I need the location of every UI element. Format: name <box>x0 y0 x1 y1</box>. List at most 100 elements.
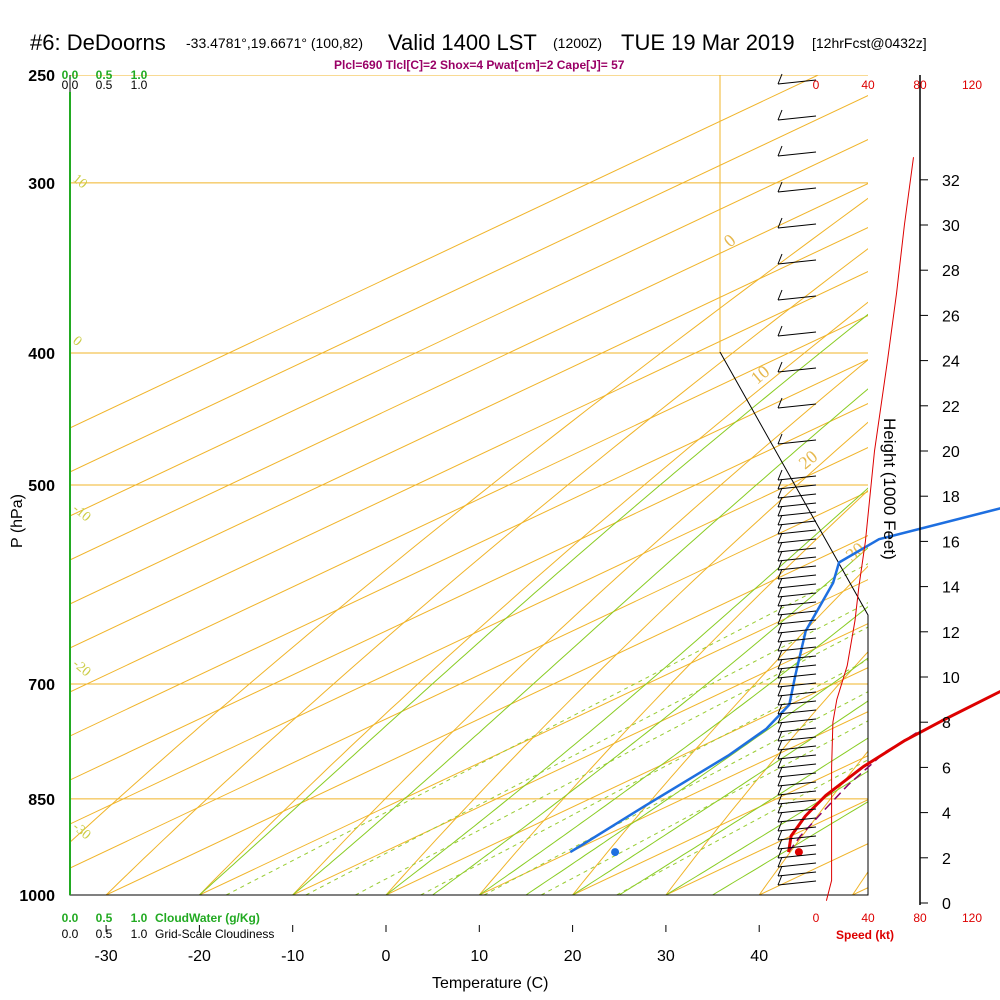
cloud-tick-label: 0.5 <box>96 927 113 941</box>
temp-tick-label: -30 <box>95 948 118 965</box>
wind-barb <box>777 763 817 769</box>
dry-adiabat <box>70 197 868 843</box>
wind-barb-flag <box>777 604 783 616</box>
speed-tick-bottom: 120 <box>962 911 982 925</box>
wind-barb-flag <box>777 397 783 409</box>
wind-barb-flag <box>777 361 783 373</box>
isotherm <box>70 403 868 781</box>
temp-tick-label: 10 <box>470 948 488 965</box>
pressure-tick-label: 1000 <box>19 888 55 905</box>
wind-barb <box>777 628 817 634</box>
wind-barb <box>777 187 817 193</box>
wind-barb <box>777 367 817 373</box>
wind-barb <box>777 808 817 814</box>
temp-tick-label: 40 <box>750 948 768 965</box>
wind-barb <box>777 439 817 445</box>
height-tick-label: 20 <box>942 444 960 461</box>
mixing-ratio-line <box>616 759 868 895</box>
wind-barb-flag <box>777 523 783 535</box>
height-tick-label: 28 <box>942 263 960 280</box>
moist-adiabat <box>385 487 868 895</box>
height-tick-label: 6 <box>942 760 951 777</box>
height-tick-label: 18 <box>942 489 960 506</box>
wind-barb <box>777 709 817 715</box>
dry-adiabat-label: -20 <box>69 657 93 680</box>
wind-barb-flag <box>777 505 783 517</box>
wind-barb-flag <box>777 667 783 679</box>
wind-barb <box>777 871 817 877</box>
isotherm <box>70 94 868 473</box>
isotherm <box>292 623 868 895</box>
wind-barb-flag <box>777 829 783 841</box>
wind-barb-flag <box>777 766 783 778</box>
cloud-tick-label: 0.0 <box>62 911 79 925</box>
mixing-ratio-line <box>225 563 868 895</box>
mixing-ratio-line <box>355 626 868 895</box>
wind-barb-flag <box>777 820 783 832</box>
cloud-tick-label: 1.0 <box>131 927 148 941</box>
speed-tick-top: 120 <box>962 78 982 92</box>
wind-barb <box>777 259 817 265</box>
wind-barb-flag <box>777 856 783 868</box>
wind-barb-flag <box>777 496 783 508</box>
wind-barb-flag <box>777 73 783 85</box>
wind-barb-flag <box>777 325 783 337</box>
wind-barb <box>777 664 817 670</box>
wind-barb <box>777 736 817 742</box>
speed-tick-top: 40 <box>861 78 875 92</box>
grid-lines <box>70 75 1000 895</box>
cloud-tick-label: 1.0 <box>131 68 148 82</box>
isotherm <box>70 491 868 869</box>
wind-barb-flag <box>777 793 783 805</box>
temp-tick-label: 0 <box>382 948 391 965</box>
wind-barb <box>777 529 817 535</box>
dry-adiabat <box>665 651 868 895</box>
wind-barb-flag <box>777 721 783 733</box>
wind-barb <box>777 619 817 625</box>
wind-barb <box>777 772 817 778</box>
wind-barb-flag <box>777 478 783 490</box>
wind-barb-flag <box>777 253 783 265</box>
wind-barb <box>777 331 817 337</box>
isotherm <box>852 887 868 895</box>
cloud-axis-ticks: 0.0 0.5 1.0 0.0 0.5 1.0 0.0 0.5 1.0 0.0 0.5 1.0 <box>62 68 148 941</box>
speed-axis-label: Speed (kt) <box>836 928 894 942</box>
speed-tick-bottom: 0 <box>813 911 820 925</box>
wind-barb-flag <box>777 577 783 589</box>
profiles <box>569 157 1000 901</box>
dry-adiabat <box>199 301 868 895</box>
cloud-tick-label: 0.0 <box>62 78 79 92</box>
mixing-ratio-label: 2 <box>301 899 317 914</box>
wind-barb-flag <box>777 289 783 301</box>
station-title: #6: DeDoorns <box>30 30 166 55</box>
wind-barb <box>777 79 817 85</box>
wind-barb-flag <box>777 847 783 859</box>
wind-barb-flag <box>777 217 783 229</box>
pressure-tick-label: 700 <box>28 677 55 694</box>
isotherm <box>199 579 868 895</box>
dry-adiabat <box>478 489 868 895</box>
station-coords: -33.4781°,19.6671° (100,82) <box>186 35 363 51</box>
isotherm-label: 10 <box>747 361 774 388</box>
dry-adiabat <box>946 75 1000 895</box>
cloudwater-label: CloudWater (g/Kg) <box>155 911 260 925</box>
isotherm <box>70 271 868 649</box>
wind-barb-flag <box>777 541 783 553</box>
wind-barb <box>777 493 817 499</box>
wind-barb <box>777 781 817 787</box>
wind-barb <box>777 673 817 679</box>
mixing-ratio-label: 20 <box>608 894 628 914</box>
pressure-tick-label: 250 <box>28 68 55 85</box>
wind-barb <box>777 295 817 301</box>
wind-barb <box>777 745 817 751</box>
isotherm <box>70 75 819 429</box>
wind-barb-flag <box>777 469 783 481</box>
isotherm <box>70 226 868 605</box>
isotherm <box>385 667 868 895</box>
valid-date: TUE 19 Mar 2019 <box>621 30 795 55</box>
dry-adiabat <box>292 359 868 895</box>
wind-barb-flag <box>777 685 783 697</box>
height-tick-label: 24 <box>942 354 960 371</box>
forecast-info: [12hrFcst@0432z] <box>812 35 927 51</box>
